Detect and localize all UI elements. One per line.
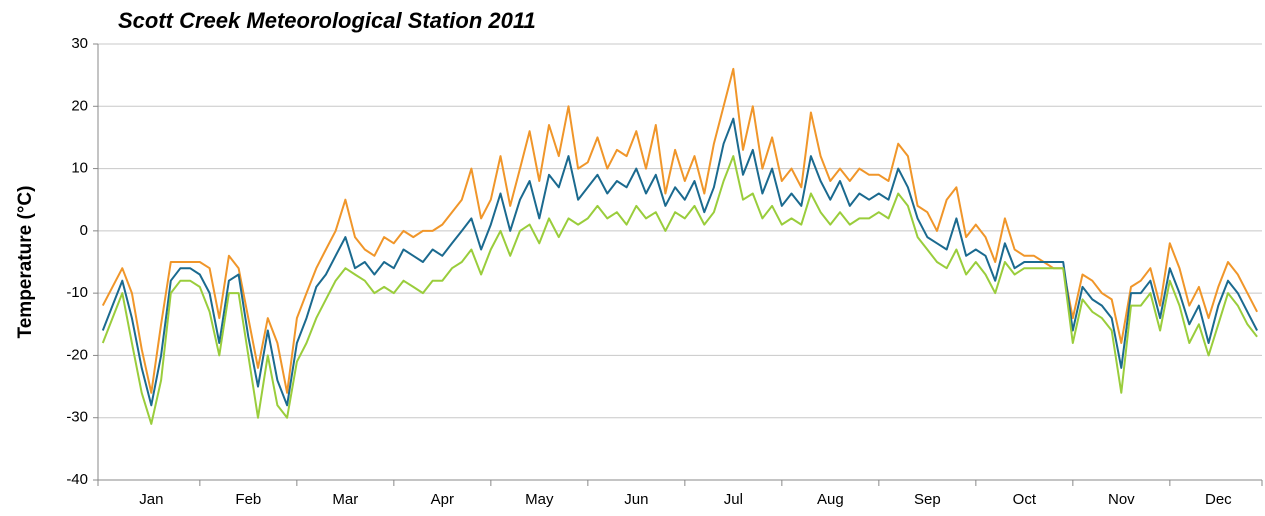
x-tick-label: Mar [332,491,358,508]
y-tick-label: -10 [66,284,88,301]
x-tick-label: Dec [1205,491,1232,508]
x-tick-label: Jul [724,491,743,508]
y-tick-label: -20 [66,346,88,363]
y-tick-label: 30 [71,35,88,52]
series-line [101,155,1258,425]
x-tick-label: Aug [817,491,844,508]
y-tick-label: 0 [80,222,88,239]
y-tick-label: -40 [66,471,88,488]
x-tick-label: Sep [914,491,941,508]
x-tick-label: Apr [431,491,454,508]
x-tick-label: Jun [624,491,648,508]
x-tick-label: May [525,491,554,508]
x-tick-label: Oct [1013,491,1037,508]
y-tick-label: 10 [71,160,88,177]
series-line [101,117,1258,407]
x-tick-label: Nov [1108,491,1135,508]
chart-title: Scott Creek Meteorological Station 2011 [118,8,536,33]
y-axis-label: Temperature (°C) [15,186,36,339]
x-tick-label: Feb [235,491,261,508]
y-tick-label: -30 [66,409,88,426]
y-tick-label: 20 [71,97,88,114]
x-tick-label: Jan [139,491,163,508]
